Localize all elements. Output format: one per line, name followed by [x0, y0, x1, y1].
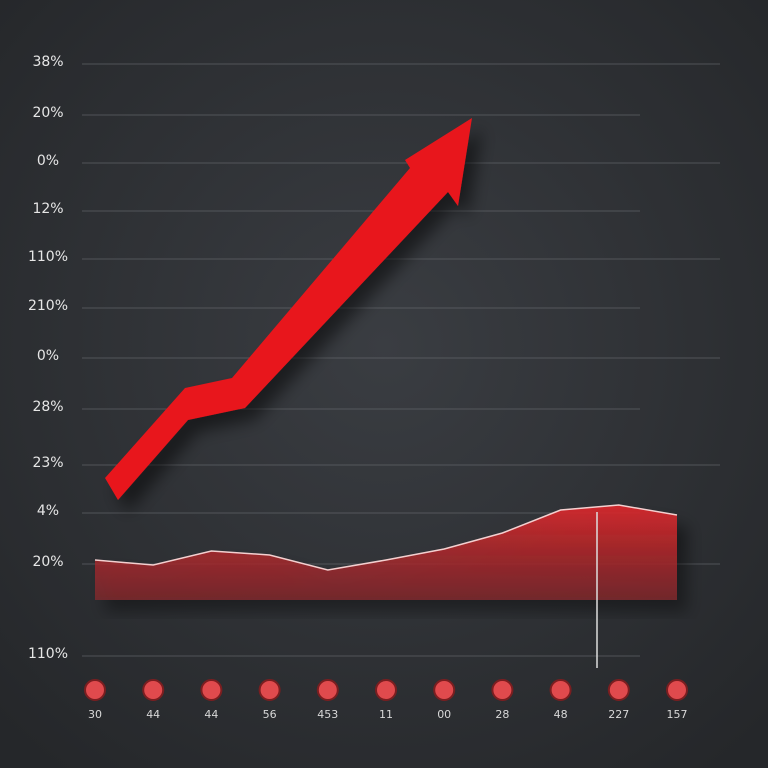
trend-arrow — [105, 118, 472, 500]
line — [94, 504, 678, 571]
point-dot — [666, 679, 688, 701]
y-label: 20% — [32, 105, 63, 121]
point-dot — [316, 679, 339, 701]
x-tick-label: 30 — [88, 708, 102, 721]
x-tick-label: 227 — [608, 708, 629, 721]
y-label: 4% — [37, 503, 59, 519]
point-dot — [84, 679, 106, 701]
x-tick-label: 56 — [263, 708, 277, 721]
point-dot — [375, 679, 397, 701]
y-label: 110% — [28, 646, 68, 662]
labels: 38% 20% 0% 12% 110% 210% 0% 28% 23% 4% 20% 110% 30 44… — [28, 54, 688, 721]
x-tick-label: 48 — [554, 708, 568, 721]
x-tick-label: 157 — [667, 708, 688, 721]
point-dot — [142, 679, 165, 701]
y-label: 20% — [32, 554, 63, 570]
x-tick-label: 44 — [204, 708, 218, 721]
y-label: 210% — [28, 298, 68, 314]
x-tick-label: 28 — [495, 708, 509, 721]
y-label: 12% — [32, 201, 63, 217]
point-dot — [258, 679, 281, 701]
point-dot — [200, 679, 223, 701]
y-label: 23% — [32, 455, 63, 471]
y-label: 0% — [37, 348, 59, 364]
y-label: 110% — [28, 249, 68, 265]
x-tick-label: 453 — [317, 708, 338, 721]
y-label: 0% — [37, 153, 59, 169]
x-tick-label: 00 — [437, 708, 451, 721]
y-label: 28% — [32, 399, 63, 415]
point-dot — [491, 679, 514, 701]
point-dot — [549, 679, 572, 701]
y-label: 38% — [32, 54, 63, 70]
x-tick-label: 44 — [146, 708, 160, 721]
area — [95, 505, 677, 600]
x-tick-label: 11 — [379, 708, 393, 721]
point-dot — [433, 679, 456, 701]
point-dot — [607, 679, 630, 701]
plot — [94, 504, 678, 600]
